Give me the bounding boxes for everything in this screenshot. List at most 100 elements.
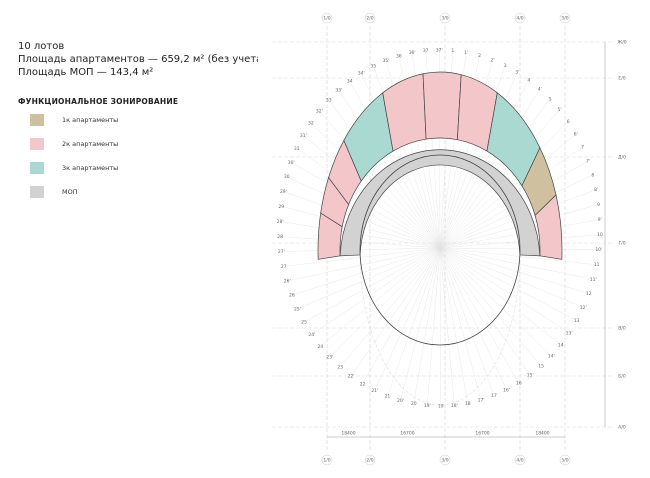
radial-label: 3 (504, 63, 507, 69)
axis-label: А/0 (618, 425, 626, 431)
axis-bubble (514, 12, 526, 24)
axis-bubble (439, 12, 451, 24)
courtyard (359, 154, 521, 346)
spoke (350, 247, 441, 377)
radial-label: 6 (567, 119, 570, 125)
radial-label: 30' (288, 160, 295, 166)
radial-label: 10' (595, 247, 602, 253)
radial-label: 8' (594, 187, 598, 193)
radial-label: 32' (316, 109, 323, 115)
radial-label: 24' (308, 332, 315, 338)
spoke (439, 247, 589, 294)
axis-label: 3/0 (441, 458, 448, 464)
radial-label: 29 (278, 204, 284, 210)
legend-swatch (30, 162, 44, 174)
radial-label: 3' (515, 70, 519, 76)
axis-label: 5/0 (561, 458, 568, 464)
radial-label: 22' (348, 373, 355, 379)
axis-label: 2/0 (366, 458, 373, 464)
radial-label: 21 (385, 394, 391, 400)
radial-label: 6' (574, 131, 578, 137)
dimension-label: 18400 (341, 431, 355, 437)
radial-label: 37' (436, 48, 443, 54)
radial-label: 11' (590, 277, 597, 283)
radial-label: 2' (491, 57, 495, 63)
radial-label: 9' (598, 217, 602, 223)
radial-label: 10 (597, 232, 603, 238)
spoke (329, 247, 441, 358)
axis-label: 3/0 (441, 16, 448, 22)
spoke (439, 247, 597, 265)
radial-label: 22 (360, 381, 366, 387)
spoke (362, 247, 441, 384)
legend-title: ФУНКЦИОНАЛЬНОЕ ЗОНИРОВАНИЕ (18, 97, 179, 106)
radial-label: 25 (301, 320, 307, 326)
dimension-label: 16700 (475, 431, 489, 437)
radial-label: 23 (337, 365, 343, 371)
radial-label: 5' (558, 107, 562, 113)
spoke (439, 247, 455, 406)
axis-bubble (559, 12, 571, 24)
radial-label: 17' (478, 398, 485, 404)
spoke (374, 247, 441, 391)
lots: 10 лотов (18, 41, 65, 52)
radial-label: 19 (438, 403, 444, 409)
radial-label: 20' (397, 398, 404, 404)
corridor (339, 149, 541, 257)
radial-label: 31 (294, 146, 300, 152)
radial-label: 2 (478, 53, 481, 59)
radial-label: 34 (347, 79, 353, 85)
radial-label: 7 (581, 145, 584, 151)
spoke (439, 247, 482, 401)
radial-label: 35 (371, 64, 377, 70)
spoke (439, 247, 441, 406)
axis-label: 2/0 (366, 16, 373, 22)
radial-label: 36' (409, 50, 416, 56)
common-area: Площадь МОП — 143,4 м² (18, 67, 154, 78)
spoke (439, 247, 561, 346)
radial-label: 13' (566, 331, 573, 337)
radial-label: 30 (284, 174, 290, 180)
apartments-area: Площадь апартаментов — 659,2 м² (без уче… (18, 54, 258, 65)
spoke (320, 247, 441, 347)
axis-label: Д/0 (618, 155, 626, 161)
radial-label: 28 (277, 234, 283, 240)
radial-label: 18 (465, 401, 471, 407)
radial-label: 34' (358, 71, 365, 77)
header: 10 лотов Площадь апартаментов — 659,2 м²… (18, 40, 258, 79)
radial-label: 8 (591, 173, 594, 179)
spoke (439, 247, 584, 308)
radial-label: 7' (586, 158, 590, 164)
spoke (439, 247, 594, 280)
radial-label: 37 (423, 48, 429, 54)
axis-label: Г/0 (618, 241, 625, 247)
legend-item: 3к апартаменты (30, 161, 118, 175)
dimension-label: 18400 (535, 431, 549, 437)
radial-label: 1 (451, 48, 454, 54)
spoke (387, 247, 441, 397)
radial-label: 19' (424, 403, 431, 409)
legend-swatch (30, 186, 44, 198)
radial-label: 5 (549, 96, 552, 102)
radial-label: 21' (371, 388, 378, 394)
axis-bubble (364, 12, 376, 24)
axis-bubble (364, 454, 376, 466)
spoke (439, 247, 552, 357)
legend-label: МОП (62, 188, 78, 196)
axis-bubble (321, 454, 333, 466)
spoke (287, 247, 441, 282)
radial-label: 33 (326, 98, 332, 104)
axis-label: 1/0 (323, 458, 330, 464)
spoke (427, 247, 441, 406)
apartment (422, 71, 462, 141)
radial-label: 35' (382, 58, 389, 64)
axis-label: Б/0 (618, 374, 626, 380)
radial-label: 36 (396, 53, 402, 59)
spoke (439, 247, 469, 404)
spoke (283, 247, 441, 267)
radial-label: 18' (451, 403, 458, 409)
spoke (400, 247, 441, 401)
radial-label: 12' (580, 305, 587, 311)
axis-label: 4/0 (516, 458, 523, 464)
